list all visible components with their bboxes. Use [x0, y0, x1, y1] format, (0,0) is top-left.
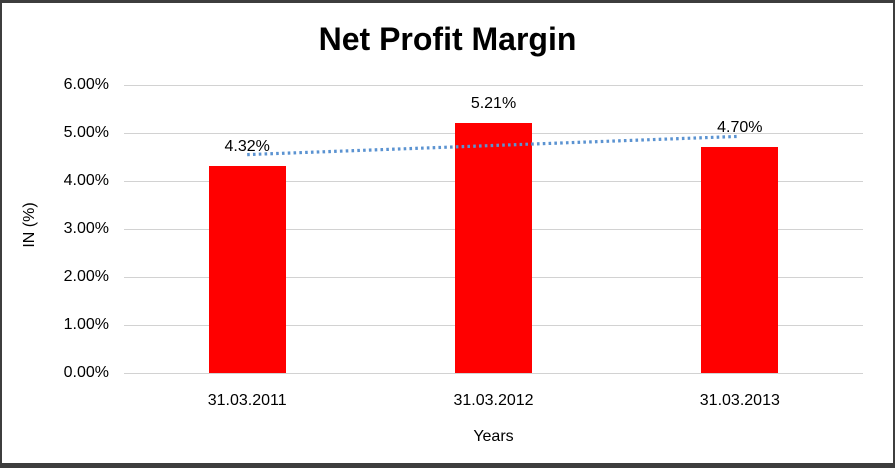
- y-tick-label: 2.00%: [63, 268, 109, 285]
- trendline: [247, 134, 740, 157]
- bar-value-label: 5.21%: [470, 94, 517, 112]
- y-tick-label: 4.00%: [63, 172, 109, 189]
- bar: [455, 122, 532, 373]
- x-tick-label: 31.03.2013: [699, 392, 780, 409]
- bar: [701, 147, 779, 373]
- bar-value-label: 4.70%: [717, 119, 763, 137]
- x-tick-label: 31.03.2012: [453, 392, 534, 409]
- x-axis-title: Years: [473, 428, 514, 445]
- gridline: [124, 372, 863, 374]
- x-tick-label: 31.03.2011: [207, 392, 287, 409]
- bar-value-label: 4.32%: [224, 137, 270, 155]
- y-tick-label: 6.00%: [63, 76, 109, 93]
- y-tick-label: 1.00%: [63, 316, 109, 333]
- chart-title: Net Profit Margin: [318, 21, 577, 57]
- y-tick-label: 5.00%: [63, 124, 109, 141]
- y-tick-label: 3.00%: [63, 220, 109, 237]
- y-axis-tick-labels: 0.00% 1.00% 2.00% 3.00% 4.00% 5.00% 6.00%: [30, 76, 109, 381]
- x-axis-tick-labels: 31.03.2011 31.03.2012 31.03.2013: [124, 391, 863, 411]
- plot-area: 4.32% 5.21% 4.70%: [124, 84, 863, 374]
- bar: [208, 165, 286, 373]
- gridline: [124, 84, 863, 86]
- y-tick-label: 0.00%: [63, 364, 109, 381]
